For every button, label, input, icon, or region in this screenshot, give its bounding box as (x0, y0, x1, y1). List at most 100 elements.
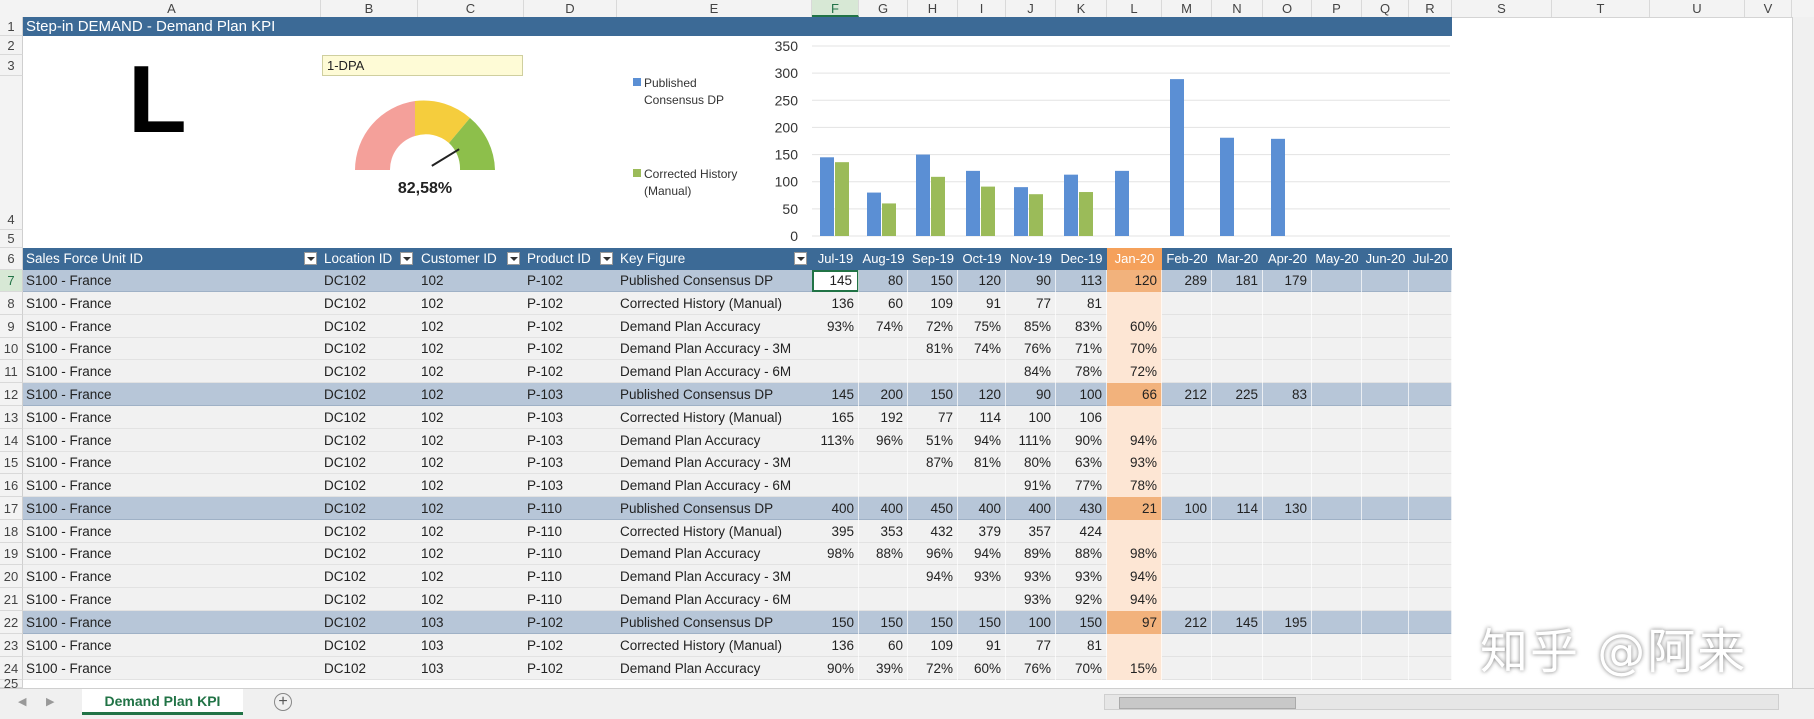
cell-u[interactable]: S100 - France (26, 273, 112, 288)
cell-c[interactable]: 102 (421, 410, 444, 425)
value-cell[interactable] (1312, 270, 1362, 292)
value-cell[interactable]: 77 (1035, 296, 1051, 311)
value-cell[interactable]: 94% (1129, 433, 1157, 448)
value-cell[interactable] (812, 338, 859, 360)
sheet-title-bar[interactable]: Step-in DEMAND - Demand Plan KPI (23, 17, 1452, 36)
value-cell[interactable]: 76% (1023, 661, 1051, 676)
value-cell[interactable] (1162, 315, 1212, 338)
cell-c[interactable]: 102 (421, 273, 444, 288)
value-cell[interactable] (1312, 452, 1362, 474)
value-cell[interactable] (1212, 452, 1263, 474)
value-cell[interactable]: 200 (880, 387, 903, 402)
cell-l[interactable]: DC102 (324, 478, 367, 493)
bar-published-feb-20[interactable] (1170, 79, 1184, 236)
value-cell[interactable] (1212, 406, 1263, 429)
cell-k[interactable]: Published Consensus DP (620, 273, 774, 288)
value-cell[interactable] (908, 360, 958, 383)
value-cell[interactable]: 66 (1141, 387, 1157, 402)
value-cell[interactable]: 100 (1028, 615, 1051, 630)
value-cell[interactable]: 109 (930, 638, 953, 653)
value-cell[interactable]: 85% (1023, 319, 1051, 334)
value-cell[interactable] (1212, 657, 1263, 680)
row-header-24[interactable]: 24 (0, 657, 23, 680)
value-cell[interactable] (1362, 406, 1409, 429)
table-row[interactable]: S100 - France DC102 103 P-102 Published Cons… (23, 611, 1452, 634)
value-cell[interactable]: 93% (826, 319, 854, 334)
cell-k[interactable]: Demand Plan Accuracy (620, 546, 761, 561)
table-row[interactable]: S100 - France DC102 102 P-110 Demand Plan Ac… (23, 565, 1452, 588)
value-cell[interactable]: 94% (925, 569, 953, 584)
cell-l[interactable]: DC102 (324, 364, 367, 379)
cell-k[interactable]: Demand Plan Accuracy - 3M (620, 569, 792, 584)
cell-c[interactable]: 103 (421, 615, 444, 630)
table-row[interactable]: S100 - France DC102 102 P-102 Published Cons… (23, 270, 1452, 292)
value-cell[interactable] (1312, 543, 1362, 565)
value-cell[interactable] (958, 474, 1006, 497)
value-cell[interactable]: 74% (973, 341, 1001, 356)
value-cell[interactable] (1263, 406, 1312, 429)
value-cell[interactable] (1212, 543, 1263, 565)
cell-p[interactable]: P-103 (527, 455, 564, 470)
cell-p[interactable]: P-102 (527, 341, 564, 356)
table-row[interactable]: S100 - France DC102 102 P-103 Published Cons… (23, 383, 1452, 406)
row-header-13[interactable]: 13 (0, 406, 23, 429)
value-cell[interactable]: 90 (1035, 387, 1051, 402)
value-cell[interactable]: 165 (831, 410, 854, 425)
row-header-3[interactable]: 3 (0, 55, 23, 76)
value-cell[interactable]: 90% (826, 661, 854, 676)
value-cell[interactable]: 15% (1129, 661, 1157, 676)
value-cell[interactable]: 39% (875, 661, 903, 676)
cell-p[interactable]: P-110 (527, 501, 563, 516)
next-sheet-icon[interactable]: ▶ (46, 696, 55, 708)
value-cell[interactable]: 114 (979, 410, 1001, 425)
value-cell[interactable]: 72% (1129, 364, 1157, 379)
cell-p[interactable]: P-102 (527, 638, 564, 653)
value-cell[interactable] (1362, 634, 1409, 657)
value-cell[interactable] (1263, 543, 1312, 565)
value-cell[interactable]: 74% (875, 319, 903, 334)
value-cell[interactable] (1312, 565, 1362, 588)
value-cell[interactable]: 150 (880, 615, 903, 630)
value-cell[interactable]: 91 (985, 296, 1001, 311)
row-header-20[interactable]: 20 (0, 565, 23, 588)
value-cell[interactable] (1409, 588, 1452, 611)
cell-p[interactable]: P-102 (527, 273, 564, 288)
table-row[interactable]: S100 - France DC102 102 P-102 Demand Plan Ac… (23, 360, 1452, 383)
value-cell[interactable]: 97 (1141, 615, 1157, 630)
cell-u[interactable]: S100 - France (26, 364, 112, 379)
row-header-21[interactable]: 21 (0, 588, 23, 611)
cell-p[interactable]: P-102 (527, 615, 564, 630)
cell-c[interactable]: 102 (421, 569, 444, 584)
value-cell[interactable]: 192 (880, 410, 903, 425)
value-cell[interactable]: 94% (1129, 592, 1157, 607)
cell-u[interactable]: S100 - France (26, 501, 112, 516)
value-cell[interactable]: 91 (985, 638, 1001, 653)
cell-k[interactable]: Corrected History (Manual) (620, 410, 783, 425)
table-row[interactable]: S100 - France DC102 102 P-103 Demand Plan Ac… (23, 429, 1452, 452)
bar-corrected-jul-19[interactable] (835, 162, 849, 236)
filter-dropdown-icon[interactable] (304, 252, 317, 265)
filter-dropdown-icon[interactable] (794, 252, 807, 265)
column-header-l[interactable]: L (1107, 0, 1162, 17)
value-cell[interactable]: 98% (1129, 546, 1157, 561)
value-cell[interactable]: 100 (1184, 501, 1207, 516)
cell-k[interactable]: Demand Plan Accuracy - 6M (620, 592, 792, 607)
cell-u[interactable]: S100 - France (26, 455, 112, 470)
cell-c[interactable]: 102 (421, 592, 444, 607)
value-cell[interactable] (1409, 383, 1452, 406)
value-cell[interactable] (1212, 429, 1263, 452)
row-header-8[interactable]: 8 (0, 292, 23, 315)
cell-l[interactable]: DC102 (324, 273, 367, 288)
value-cell[interactable]: 92% (1074, 592, 1102, 607)
value-cell[interactable]: 150 (978, 615, 1001, 630)
cell-k[interactable]: Corrected History (Manual) (620, 638, 783, 653)
column-header-f[interactable]: F (812, 0, 859, 17)
cell-p[interactable]: P-110 (527, 592, 563, 607)
sheet-tab-demand-plan-kpi[interactable]: Demand Plan KPI (82, 689, 243, 715)
cell-k[interactable]: Demand Plan Accuracy (620, 319, 761, 334)
value-cell[interactable] (1162, 452, 1212, 474)
value-cell[interactable] (859, 565, 908, 588)
cell-l[interactable]: DC102 (324, 410, 367, 425)
value-cell[interactable] (1312, 360, 1362, 383)
cell-p[interactable]: P-102 (527, 364, 564, 379)
